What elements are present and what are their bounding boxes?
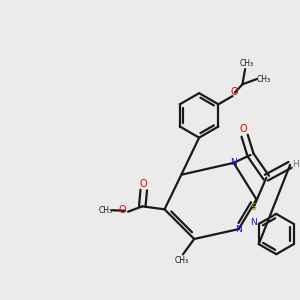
Text: S: S <box>250 203 256 212</box>
Text: O: O <box>230 87 238 97</box>
Text: CH₃: CH₃ <box>174 256 188 266</box>
Text: H: H <box>292 160 299 169</box>
Text: CH₃: CH₃ <box>256 74 271 83</box>
Text: N: N <box>250 218 257 227</box>
Text: O: O <box>239 124 247 134</box>
Text: CH₃: CH₃ <box>239 59 254 68</box>
Text: O: O <box>119 205 127 215</box>
Text: N: N <box>230 158 237 167</box>
Text: N: N <box>235 225 242 234</box>
Text: O: O <box>140 178 148 188</box>
Text: CH₃: CH₃ <box>98 206 112 215</box>
